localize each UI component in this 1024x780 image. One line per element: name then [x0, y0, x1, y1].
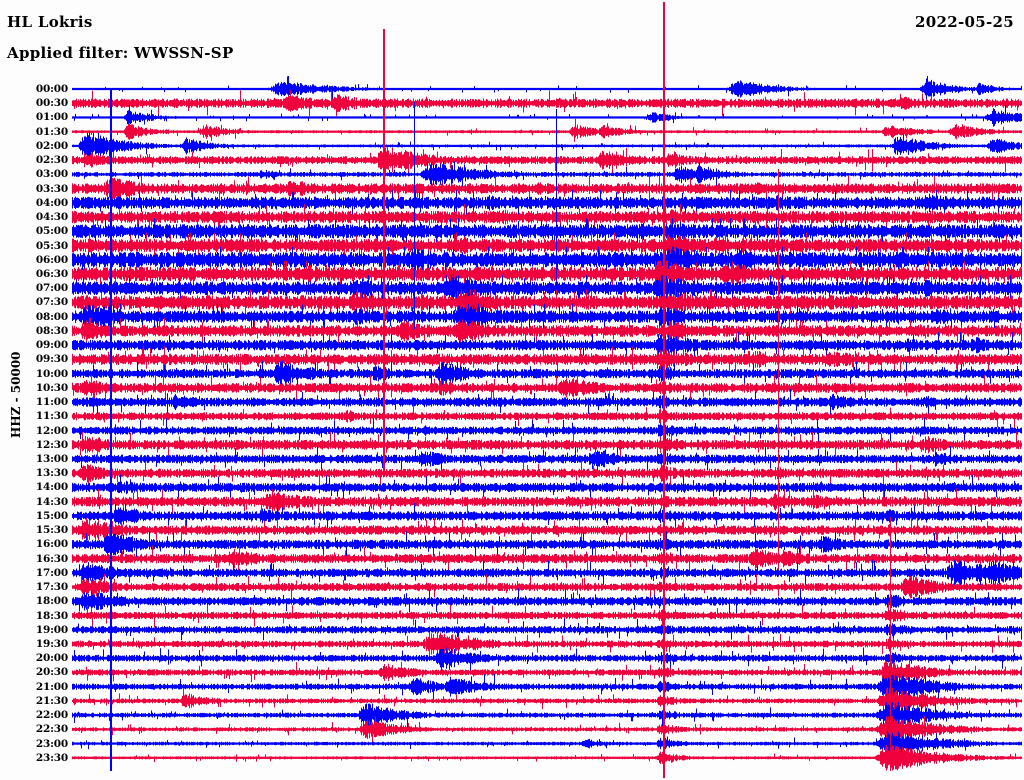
time-axis-label: 04:30: [35, 211, 68, 224]
time-axis-label: 16:30: [35, 552, 68, 565]
time-axis-label: 12:30: [35, 438, 68, 451]
page-title: HL Lokris: [7, 13, 93, 31]
time-axis-label: 15:30: [35, 524, 68, 537]
time-axis-label: 17:30: [35, 581, 68, 594]
time-axis-label: 14:30: [35, 495, 68, 508]
time-axis-label: 03:30: [35, 182, 68, 195]
time-axis-label: 06:00: [35, 253, 68, 266]
time-axis-label: 14:00: [35, 481, 68, 494]
time-axis-label: 21:30: [35, 694, 68, 707]
time-axis-label: 00:30: [35, 97, 68, 110]
time-axis-label: 15:00: [35, 509, 68, 522]
time-axis-label: 23:30: [35, 751, 68, 764]
time-axis-label: 01:00: [35, 111, 68, 124]
time-axis-label: 17:00: [35, 566, 68, 579]
time-axis-label: 13:00: [35, 452, 68, 465]
time-axis-label: 02:30: [35, 154, 68, 167]
time-axis-label: 19:00: [35, 623, 68, 636]
time-axis: 00:00 00:30 01:00 01:30 02:00 02:30 03:00 03:30…: [0, 80, 72, 780]
time-axis-label: 00:00: [35, 83, 68, 95]
time-axis-label: 18:30: [35, 609, 68, 622]
time-axis-label: 21:00: [35, 680, 68, 693]
time-axis-label: 07:30: [35, 296, 68, 309]
time-axis-label: 08:00: [35, 310, 68, 323]
time-axis-label: 09:30: [35, 353, 68, 366]
time-axis-label: 16:00: [35, 538, 68, 551]
applied-filter-label: Applied filter: WWSSN-SP: [7, 44, 234, 62]
time-axis-label: 11:00: [35, 396, 68, 409]
time-axis-label: 10:00: [35, 367, 68, 380]
time-axis-label: 23:00: [35, 737, 68, 750]
time-axis-label: 04:00: [35, 196, 68, 209]
time-axis-label: 20:30: [35, 666, 68, 679]
time-axis-label: 02:00: [35, 139, 68, 152]
time-axis-label: 13:30: [35, 467, 68, 480]
time-axis-label: 03:00: [35, 168, 68, 181]
time-axis-label: 19:30: [35, 637, 68, 650]
time-axis-label: 05:00: [35, 225, 68, 238]
header: HL Lokris 2022-05-25 Applied filter: WWS…: [0, 0, 1024, 80]
time-axis-label: 11:30: [35, 410, 68, 423]
time-axis-label: 08:30: [35, 324, 68, 337]
record-date: 2022-05-25: [915, 13, 1014, 31]
time-axis-label: 18:00: [35, 595, 68, 608]
time-axis-label: 10:30: [35, 381, 68, 394]
time-axis-label: 22:00: [35, 709, 68, 722]
time-axis-label: 01:30: [35, 125, 68, 138]
time-axis-label: 06:30: [35, 267, 68, 280]
time-axis-label: 12:00: [35, 424, 68, 437]
time-axis-label: 09:00: [35, 339, 68, 352]
time-axis-label: 20:00: [35, 652, 68, 665]
time-axis-label: 07:00: [35, 282, 68, 295]
time-axis-label: 22:30: [35, 723, 68, 736]
time-axis-label: 05:30: [35, 239, 68, 252]
